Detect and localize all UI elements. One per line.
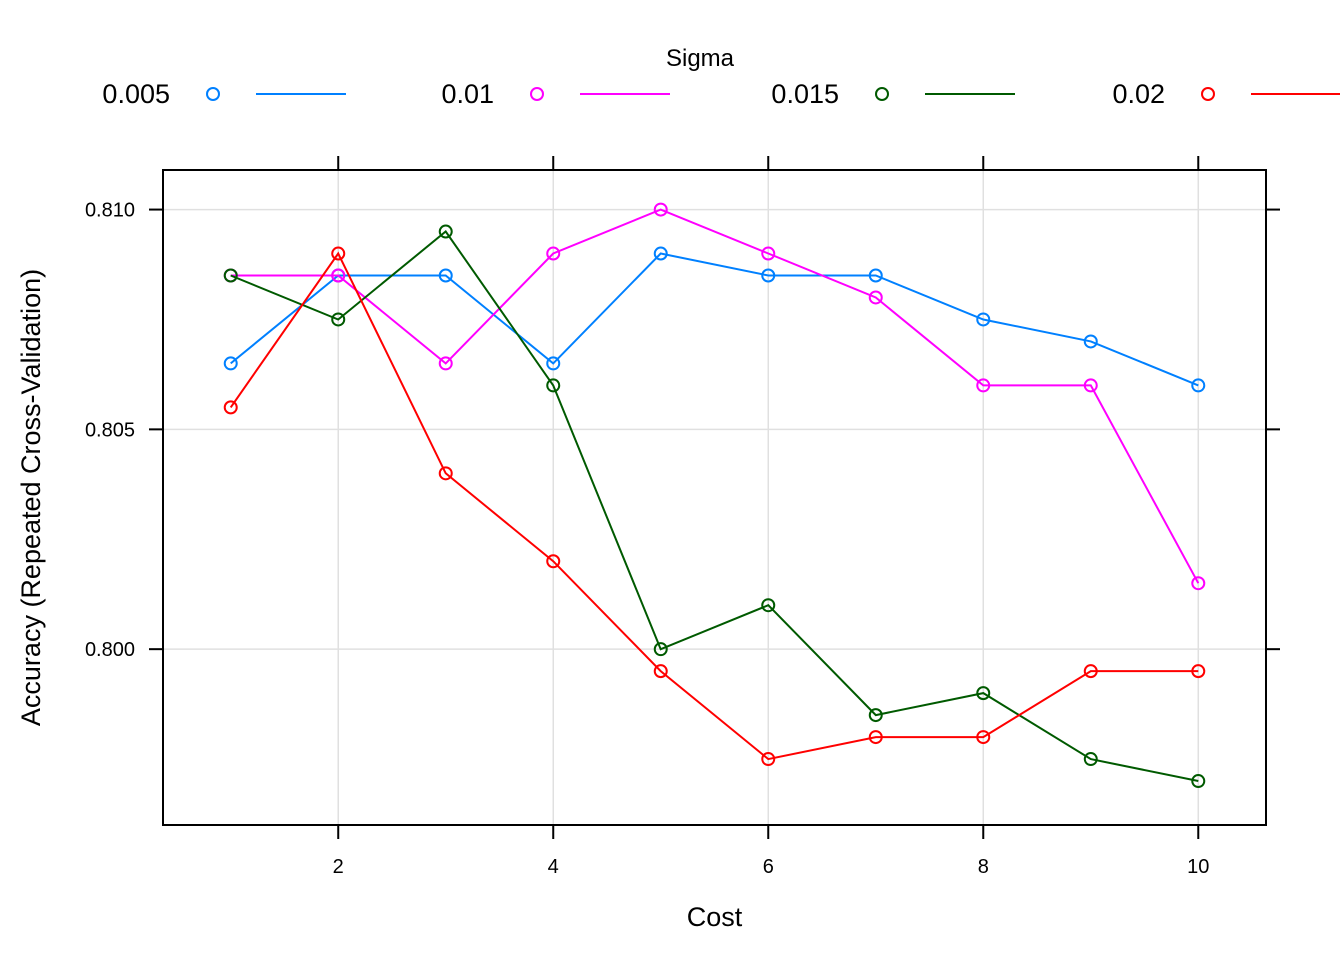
legend-label: 0.005 [102, 79, 170, 109]
series-0.02 [223, 246, 1206, 767]
data-point [1083, 378, 1098, 393]
data-point [1083, 752, 1098, 767]
data-point [1191, 774, 1206, 789]
data-point [976, 378, 991, 393]
data-point [653, 664, 668, 679]
data-point [546, 356, 561, 371]
data-point [976, 730, 991, 745]
data-point [1191, 664, 1206, 679]
data-point [976, 686, 991, 701]
series-0.01 [223, 202, 1206, 591]
data-point [438, 224, 453, 239]
data-point [438, 466, 453, 481]
legend-label: 0.02 [1112, 79, 1165, 109]
legend-title: Sigma [666, 45, 735, 72]
legend-label: 0.015 [771, 79, 839, 109]
data-point [331, 312, 346, 327]
data-point [1083, 664, 1098, 679]
data-point [331, 268, 346, 283]
y-tick-label: 0.800 [85, 639, 135, 661]
x-tick-label: 6 [763, 856, 774, 878]
data-point [1191, 576, 1206, 591]
legend: 0.005 0.01 0.015 0.02 [102, 79, 1340, 109]
x-tick-label: 8 [978, 856, 989, 878]
plot-frame [162, 169, 1267, 826]
data-point [546, 554, 561, 569]
grid-layer [163, 170, 1266, 825]
series-layer [223, 202, 1206, 789]
data-point [546, 246, 561, 261]
legend-item: 0.01 [441, 79, 670, 109]
x-tick-label: 10 [1187, 856, 1209, 878]
data-point [868, 708, 883, 723]
data-point [761, 246, 776, 261]
data-point [223, 356, 238, 371]
data-point [761, 268, 776, 283]
y-tick-label: 0.805 [85, 419, 135, 441]
data-point [546, 378, 561, 393]
data-point [761, 598, 776, 613]
series-0.005 [223, 246, 1206, 393]
legend-marker [1201, 87, 1215, 101]
data-point [868, 268, 883, 283]
series-line [230, 252, 1199, 387]
series-line [230, 230, 1199, 782]
series-line [229, 251, 1199, 761]
data-point [868, 730, 883, 745]
x-axis-title: Cost [687, 902, 743, 932]
legend-item: 0.015 [771, 79, 1015, 109]
data-point [761, 752, 776, 767]
data-point [223, 400, 238, 415]
tick-layer: 2 4 6 8 10 0.800 0.805 0.810 [85, 156, 1280, 878]
data-point [653, 642, 668, 657]
data-point [653, 202, 668, 217]
data-point [331, 246, 346, 261]
data-point [223, 268, 238, 283]
legend-label: 0.01 [441, 79, 494, 109]
series-line [230, 208, 1200, 584]
legend-item: 0.005 [102, 79, 346, 109]
data-point [653, 246, 668, 261]
data-point [1191, 378, 1206, 393]
data-point [438, 356, 453, 371]
series-0.015 [223, 224, 1206, 789]
y-axis-title: Accuracy (Repeated Cross-Validation) [16, 269, 46, 726]
y-tick-label: 0.810 [85, 200, 135, 222]
legend-marker [875, 87, 889, 101]
x-tick-label: 2 [333, 856, 344, 878]
x-tick-label: 4 [548, 856, 559, 878]
legend-item: 0.02 [1112, 79, 1340, 109]
legend-marker [206, 87, 220, 101]
data-point [1083, 334, 1098, 349]
legend-marker [530, 87, 544, 101]
data-point [868, 290, 883, 305]
data-point [438, 268, 453, 283]
data-point [976, 312, 991, 327]
